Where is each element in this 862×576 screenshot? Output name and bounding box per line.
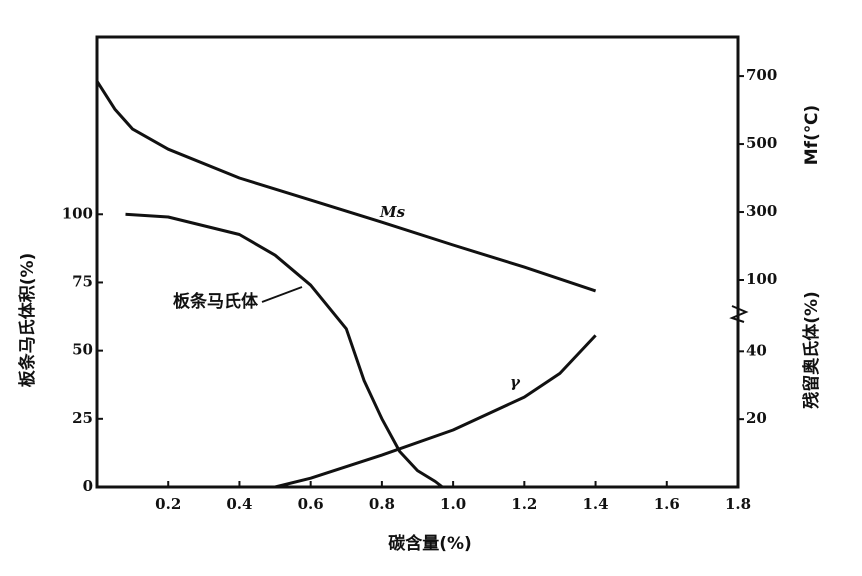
- x-axis-title: 碳含量(%): [388, 533, 472, 554]
- series-line: [274, 334, 597, 489]
- y2-axis-title: Mf(℃): [802, 105, 822, 165]
- series-line: [95, 80, 597, 293]
- y2-tick-label: 500: [746, 134, 777, 152]
- x-tick-label: 0.4: [226, 495, 252, 513]
- y3-tick-label: 40: [746, 341, 767, 359]
- y2-tick-label: 300: [746, 202, 777, 220]
- series-line: [125, 212, 444, 489]
- y2-tick-label: 700: [746, 66, 777, 84]
- y3-tick-label: 20: [746, 409, 767, 427]
- x-tick-label: 1.4: [583, 495, 609, 513]
- series-label: 板条马氏体: [173, 291, 259, 312]
- y-tick-label: 50: [72, 341, 93, 359]
- y-tick-label: 0: [83, 477, 93, 495]
- x-tick-label: 1.2: [511, 495, 537, 513]
- y-tick-label: 75: [72, 272, 93, 290]
- plot-frame: [95, 35, 740, 489]
- series-label: Ms: [379, 203, 406, 221]
- series-label: γ: [510, 373, 521, 391]
- x-tick-label: 0.2: [155, 495, 181, 513]
- axis-break: [729, 305, 749, 323]
- y-axis-title: 板条马氏体积(%): [17, 253, 38, 388]
- leader-line: [261, 286, 303, 303]
- x-tick-label: 0.6: [298, 495, 324, 513]
- y3-axis-title: 残留奥氏体(%): [801, 291, 822, 409]
- x-tick-label: 1.0: [440, 495, 466, 513]
- y2-tick-label: 100: [746, 270, 777, 288]
- x-tick-label: 1.8: [725, 495, 751, 513]
- x-tick-label: 0.8: [369, 495, 395, 513]
- x-tick-label: 1.6: [654, 495, 680, 513]
- y-tick-label: 25: [72, 409, 93, 427]
- y-tick-label: 100: [62, 204, 93, 222]
